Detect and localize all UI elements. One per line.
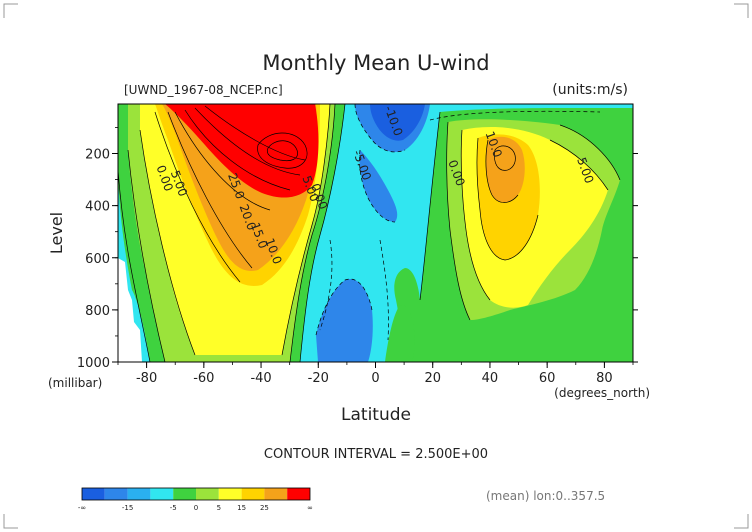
colorbar-swatch xyxy=(82,488,105,500)
band-blue-equator-mid xyxy=(359,150,398,222)
band-darkblue-equator xyxy=(370,104,425,141)
band-blue-equator-low xyxy=(316,279,373,362)
x-tick-label: -20 xyxy=(308,371,329,386)
colorbar-label: -∞ xyxy=(78,504,86,512)
x-axis-title: Latitude xyxy=(341,405,411,425)
contour-lines-dashed xyxy=(315,104,601,341)
y-tick-label: 400 xyxy=(85,200,110,215)
y-tick-label: 600 xyxy=(85,252,110,267)
colorbar-swatch xyxy=(150,488,174,500)
x-tick-label: 40 xyxy=(482,371,499,386)
x-tick-label: 80 xyxy=(596,371,613,386)
colorbar-label: -15 xyxy=(122,504,133,512)
colorbar-label: 5 xyxy=(217,504,221,512)
y-tick-label: 800 xyxy=(85,304,110,319)
y-axis-title: Level xyxy=(47,212,66,254)
colorbar: -∞ -15 -5 0 5 15 25 ∞ xyxy=(78,487,313,512)
file-name-label: [UWND_1967-08_NCEP.nc] xyxy=(124,83,283,97)
colorbar-swatch xyxy=(218,488,242,500)
y-axis: 200 400 600 800 1000 xyxy=(77,127,638,371)
contour-fill xyxy=(118,104,633,362)
x-tick-label: 0 xyxy=(371,371,379,386)
colorbar-frame xyxy=(81,487,311,501)
colorbar-swatch xyxy=(241,488,265,500)
x-tick-label: 60 xyxy=(539,371,556,386)
colorbar-label: -5 xyxy=(170,504,177,512)
x-axis: -80 -60 -40 -20 0 20 40 60 80 xyxy=(117,362,634,386)
crop-marks xyxy=(3,3,749,529)
x-tick-label: 20 xyxy=(424,371,441,386)
band-orange-north xyxy=(485,136,525,203)
y-tick-label: 200 xyxy=(85,148,110,163)
y-axis-units: (millibar) xyxy=(48,376,102,390)
missing-region xyxy=(118,258,142,362)
contour-lines xyxy=(118,104,621,362)
colorbar-swatch xyxy=(196,488,219,500)
colorbar-swatch xyxy=(127,488,151,500)
x-tick-label: -60 xyxy=(193,371,214,386)
contour-interval-text: CONTOUR INTERVAL = 2.500E+00 xyxy=(264,447,488,462)
colorbar-swatch xyxy=(173,488,196,500)
colorbar-label: 15 xyxy=(237,504,246,512)
colorbar-label: 0 xyxy=(194,504,198,512)
colorbar-swatch xyxy=(287,488,310,500)
x-tick-label: -80 xyxy=(136,371,157,386)
y-tick-label: 1000 xyxy=(77,356,110,371)
chart-title: Monthly Mean U-wind xyxy=(262,51,489,75)
x-axis-units: (degrees_north) xyxy=(554,386,650,400)
colorbar-swatch xyxy=(104,488,128,500)
x-tick-label: -40 xyxy=(250,371,271,386)
colorbar-label: ∞ xyxy=(307,504,313,512)
band-green-equator-low xyxy=(385,305,415,362)
colorbar-swatch xyxy=(264,488,288,500)
band-red-south xyxy=(165,104,319,198)
footer-text: (mean) lon:0..357.5 xyxy=(486,489,605,503)
colorbar-label: 25 xyxy=(260,504,269,512)
units-label: (units:m/s) xyxy=(552,82,628,98)
